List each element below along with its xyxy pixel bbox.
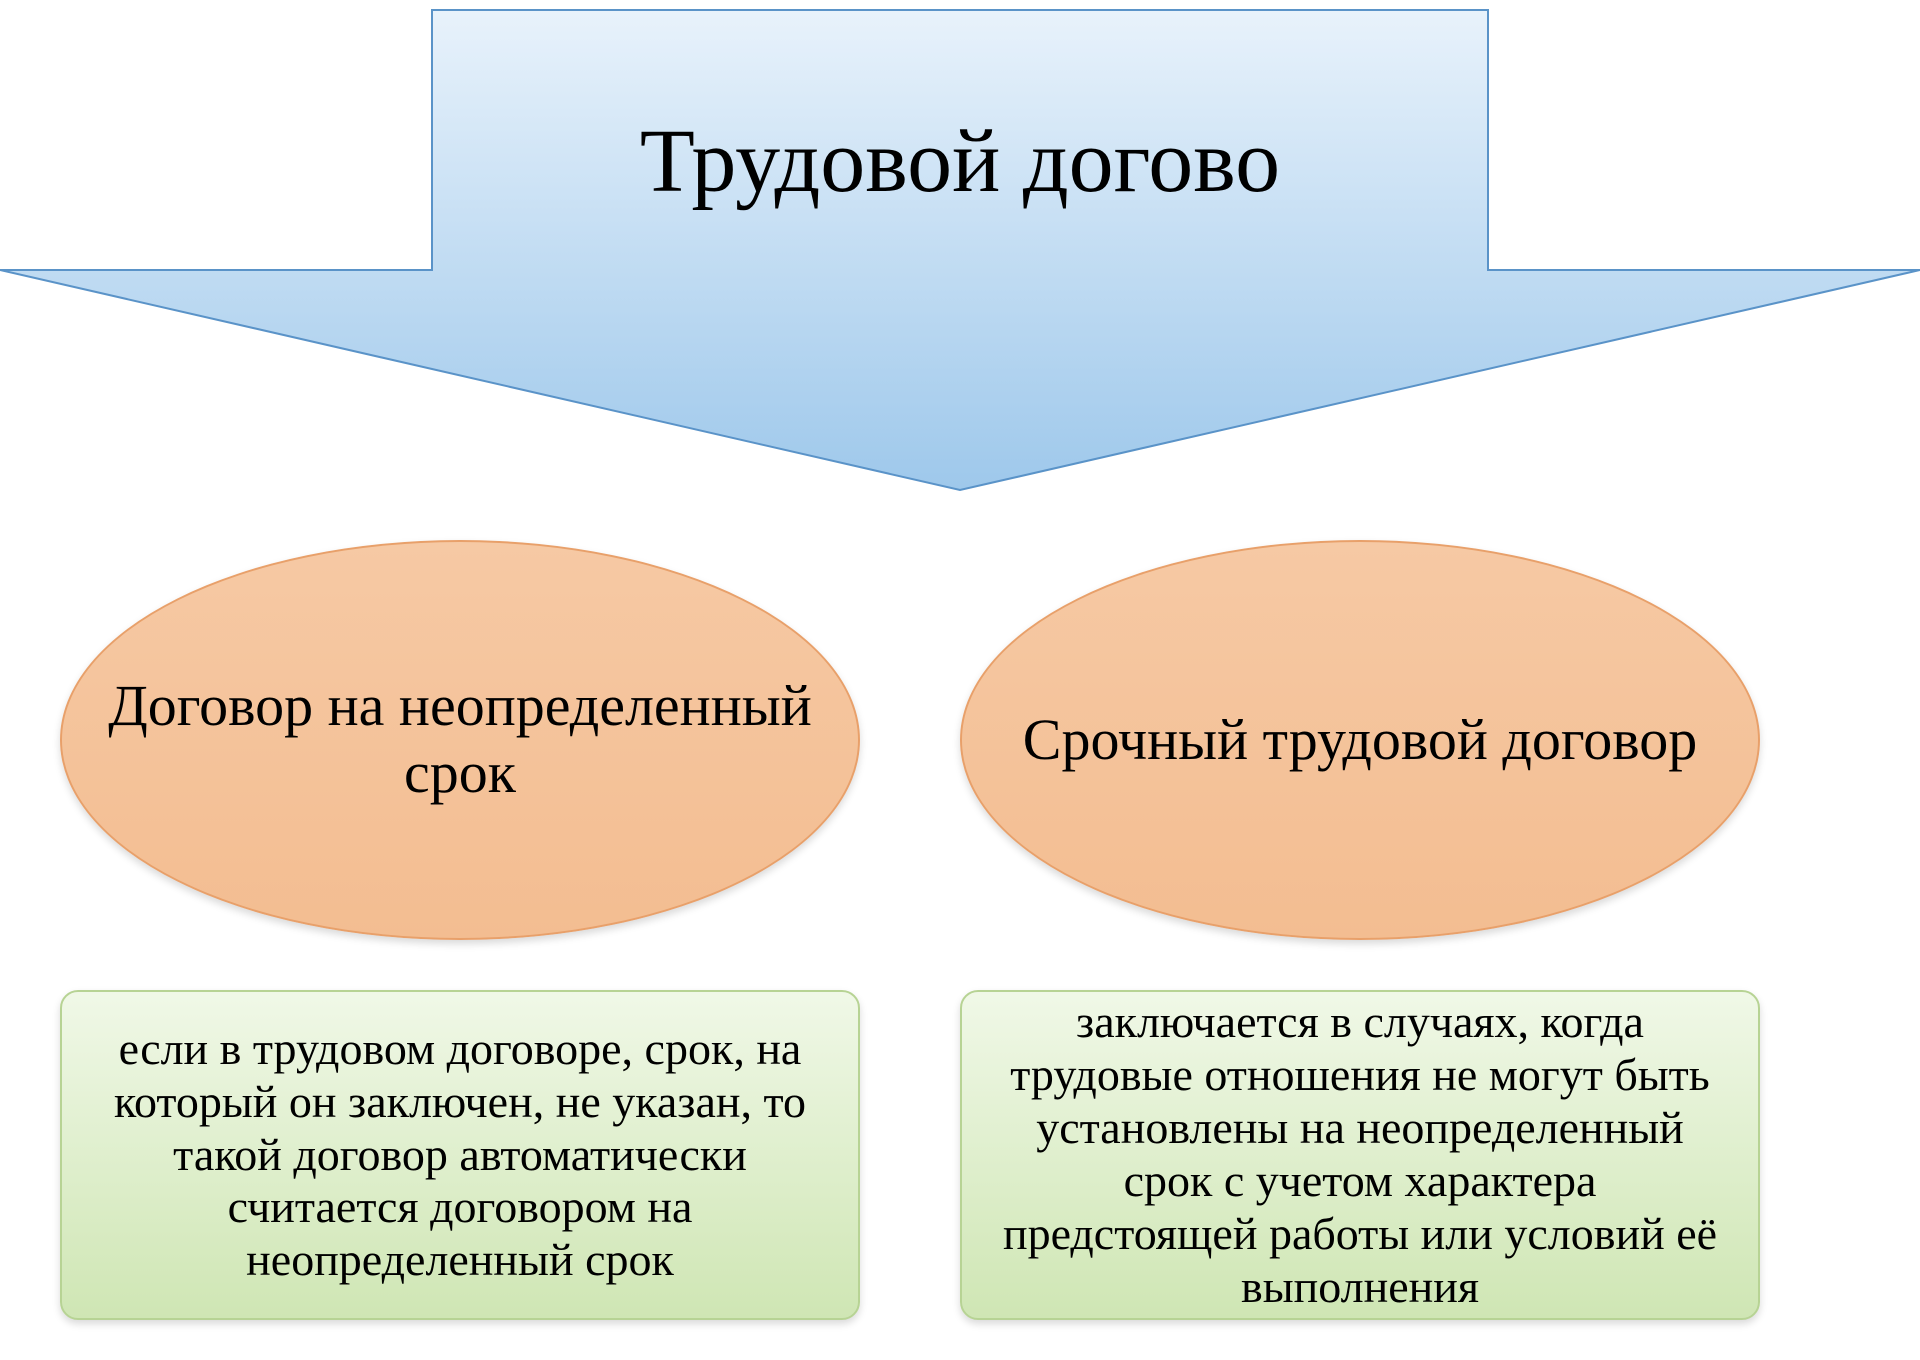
box-fixed-term-description: заключается в случаях, когда трудовые от… [960,990,1760,1320]
ellipse-indefinite-label: Договор на неопределенный срок [102,673,818,806]
diagram-title: Трудовой догово [640,110,1280,213]
ellipse-fixed-term-label: Срочный трудовой договор [1023,707,1697,774]
arrow-svg [0,0,1920,500]
ellipse-fixed-term-contract: Срочный трудовой договор [960,540,1760,940]
ellipse-indefinite-contract: Договор на неопределенный срок [60,540,860,940]
box-fixed-term-text: заключается в случаях, когда трудовые от… [997,996,1723,1313]
title-arrow [0,0,1920,505]
box-indefinite-description: если в трудовом договоре, срок, на котор… [60,990,860,1320]
box-indefinite-text: если в трудовом договоре, срок, на котор… [97,1023,823,1287]
